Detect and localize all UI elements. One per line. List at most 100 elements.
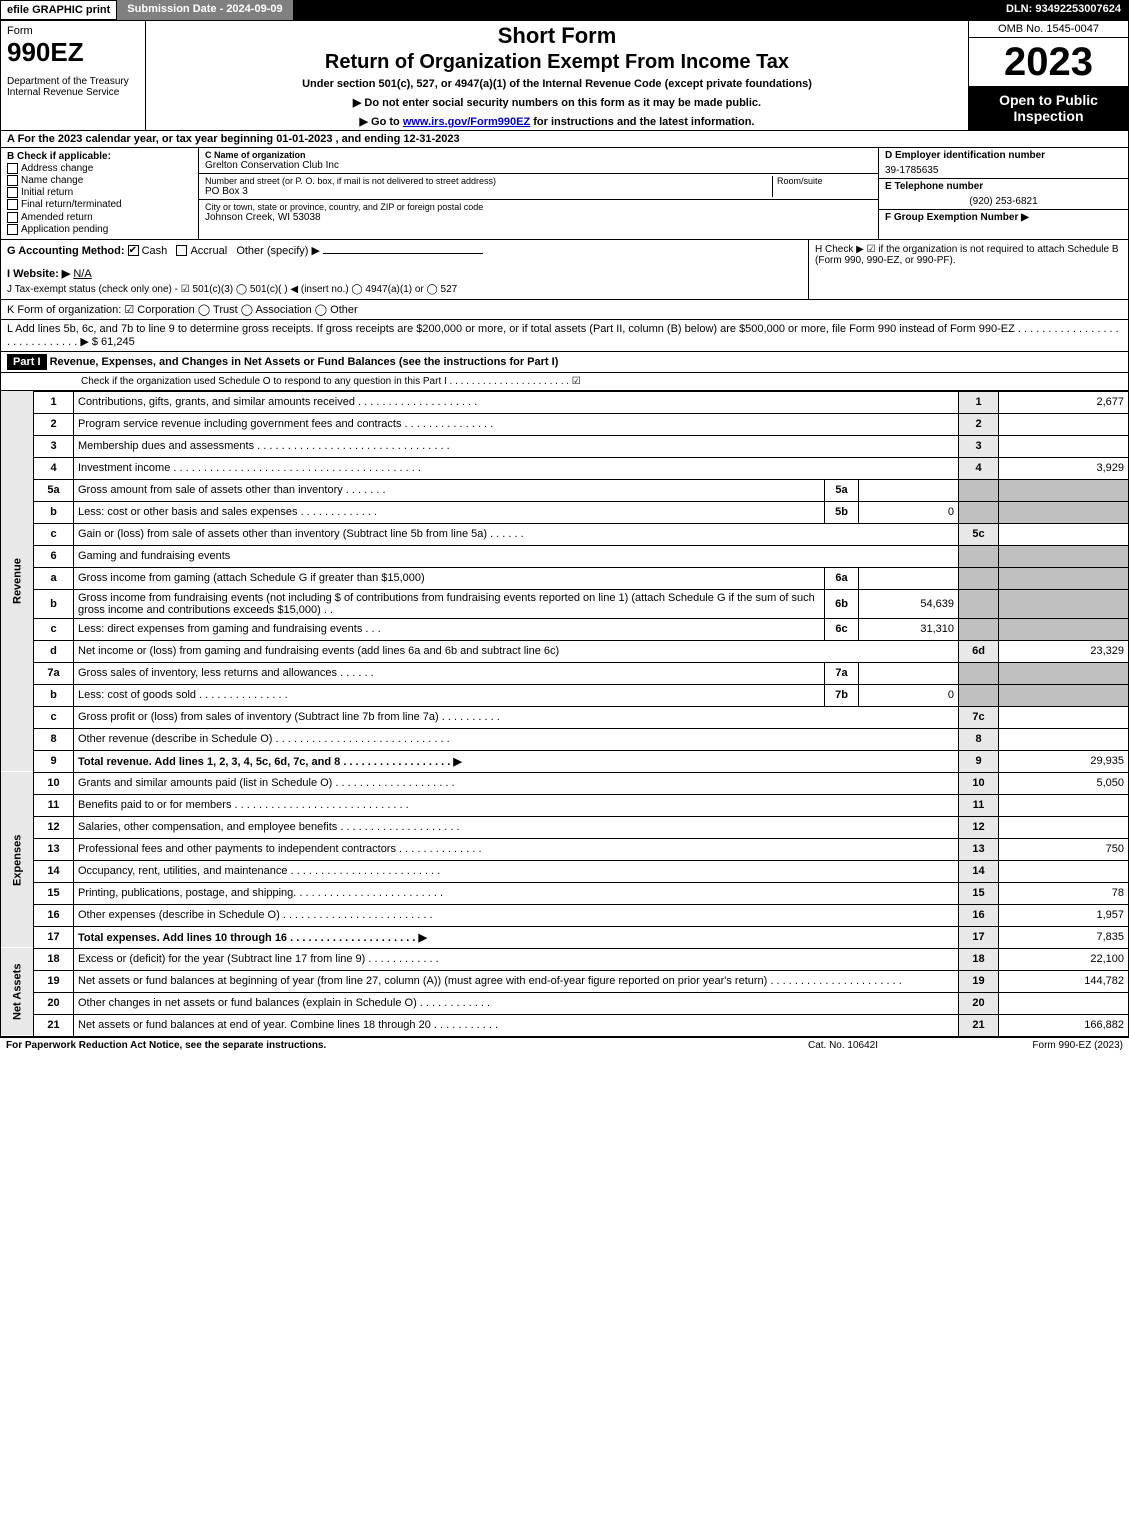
- room-label: Room/suite: [772, 176, 872, 197]
- l6c-gray2: [999, 618, 1129, 640]
- l13-num: 13: [34, 838, 74, 860]
- page-footer: For Paperwork Reduction Act Notice, see …: [0, 1037, 1129, 1053]
- part1-title: Revenue, Expenses, and Changes in Net As…: [50, 356, 1122, 368]
- l3-amt: [999, 435, 1129, 457]
- l20-amt: [999, 992, 1129, 1014]
- chk-final-return[interactable]: Final return/terminated: [7, 199, 192, 210]
- l5b-sv: 0: [859, 501, 959, 523]
- l6c-sv: 31,310: [859, 618, 959, 640]
- l7b-gray2: [999, 684, 1129, 706]
- header-center: Short Form Return of Organization Exempt…: [146, 21, 968, 130]
- city-value: Johnson Creek, WI 53038: [205, 212, 872, 223]
- cash-label: Cash: [142, 245, 168, 257]
- l12-ref: 12: [959, 816, 999, 838]
- efile-print-label[interactable]: efile GRAPHIC print: [0, 0, 117, 20]
- l14-amt: [999, 860, 1129, 882]
- chk-pending[interactable]: Application pending: [7, 224, 192, 235]
- form-subtitle: Under section 501(c), 527, or 4947(a)(1)…: [154, 78, 960, 90]
- l3-text: Membership dues and assessments . . . . …: [74, 435, 959, 457]
- l20-ref: 20: [959, 992, 999, 1014]
- l6-text: Gaming and fundraising events: [74, 545, 959, 567]
- l7b-num: b: [34, 684, 74, 706]
- l19-amt: 144,782: [999, 970, 1129, 992]
- l6b-gray2: [999, 589, 1129, 618]
- l9-amt: 29,935: [999, 750, 1129, 772]
- l16-text: Other expenses (describe in Schedule O) …: [74, 904, 959, 926]
- l6a-num: a: [34, 567, 74, 589]
- l4-text: Investment income . . . . . . . . . . . …: [74, 457, 959, 479]
- part1-check: Check if the organization used Schedule …: [0, 373, 1129, 391]
- col-b: B Check if applicable: Address change Na…: [1, 148, 199, 239]
- form-title-short: Short Form: [154, 23, 960, 49]
- l12-text: Salaries, other compensation, and employ…: [74, 816, 959, 838]
- l10-num: 10: [34, 772, 74, 794]
- chk-cash[interactable]: [128, 245, 139, 256]
- row-k: K Form of organization: ☑ Corporation ◯ …: [0, 300, 1129, 320]
- l4-ref: 4: [959, 457, 999, 479]
- l5a-text: Gross amount from sale of assets other t…: [74, 479, 825, 501]
- l2-text: Program service revenue including govern…: [74, 413, 959, 435]
- l6c-num: c: [34, 618, 74, 640]
- l7b-gray: [959, 684, 999, 706]
- l15-text: Printing, publications, postage, and shi…: [74, 882, 959, 904]
- l19-num: 19: [34, 970, 74, 992]
- spacer: [293, 0, 998, 20]
- l15-amt: 78: [999, 882, 1129, 904]
- street-row: Number and street (or P. O. box, if mail…: [199, 174, 878, 200]
- l6d-amt: 23,329: [999, 640, 1129, 662]
- l17-amt: 7,835: [999, 926, 1129, 948]
- chk-address-change[interactable]: Address change: [7, 163, 192, 174]
- l8-num: 8: [34, 728, 74, 750]
- l5c-amt: [999, 523, 1129, 545]
- l5b-num: b: [34, 501, 74, 523]
- l5c-num: c: [34, 523, 74, 545]
- l15-ref: 15: [959, 882, 999, 904]
- chk-initial-return[interactable]: Initial return: [7, 187, 192, 198]
- grp-label: F Group Exemption Number ▶: [879, 209, 1128, 225]
- l12-amt: [999, 816, 1129, 838]
- l6c-gray: [959, 618, 999, 640]
- l7b-sv: 0: [859, 684, 959, 706]
- website-value: N/A: [73, 268, 91, 280]
- l6d-num: d: [34, 640, 74, 662]
- l1-num: 1: [34, 391, 74, 413]
- irs-link[interactable]: www.irs.gov/Form990EZ: [403, 116, 530, 128]
- other-label: Other (specify) ▶: [236, 245, 320, 257]
- tax-year: 2023: [969, 38, 1128, 86]
- h-schedule-b: H Check ▶ ☑ if the organization is not r…: [808, 240, 1128, 299]
- opt-name: Name change: [21, 175, 83, 186]
- l13-text: Professional fees and other payments to …: [74, 838, 959, 860]
- chk-name-change[interactable]: Name change: [7, 175, 192, 186]
- l5c-ref: 5c: [959, 523, 999, 545]
- l17-num: 17: [34, 926, 74, 948]
- omb-number: OMB No. 1545-0047: [969, 21, 1128, 38]
- l5b-gray2: [999, 501, 1129, 523]
- chk-accrual[interactable]: [176, 245, 187, 256]
- row-l: L Add lines 5b, 6c, and 7b to line 9 to …: [0, 320, 1129, 352]
- l18-ref: 18: [959, 948, 999, 970]
- l6a-sn: 6a: [825, 567, 859, 589]
- rev-side-label: Revenue: [1, 391, 34, 772]
- l16-amt: 1,957: [999, 904, 1129, 926]
- l7a-gray2: [999, 662, 1129, 684]
- l7a-text: Gross sales of inventory, less returns a…: [74, 662, 825, 684]
- form-label: Form: [7, 25, 139, 37]
- top-bar: efile GRAPHIC print Submission Date - 20…: [0, 0, 1129, 20]
- l3-num: 3: [34, 435, 74, 457]
- l6b-gray: [959, 589, 999, 618]
- l6c-text: Less: direct expenses from gaming and fu…: [74, 618, 825, 640]
- public-inspection: Open to Public Inspection: [969, 86, 1128, 130]
- l19-ref: 19: [959, 970, 999, 992]
- chk-amended[interactable]: Amended return: [7, 212, 192, 223]
- l21-ref: 21: [959, 1014, 999, 1036]
- l2-num: 2: [34, 413, 74, 435]
- l6b-text: Gross income from fundraising events (no…: [74, 589, 825, 618]
- l9-ref: 9: [959, 750, 999, 772]
- l12-num: 12: [34, 816, 74, 838]
- l18-amt: 22,100: [999, 948, 1129, 970]
- ein-label: D Employer identification number: [879, 148, 1128, 163]
- block-gh: G Accounting Method: Cash Accrual Other …: [0, 240, 1129, 300]
- l7c-ref: 7c: [959, 706, 999, 728]
- opt-initial: Initial return: [21, 187, 73, 198]
- dln-label: DLN: 93492253007624: [998, 0, 1129, 20]
